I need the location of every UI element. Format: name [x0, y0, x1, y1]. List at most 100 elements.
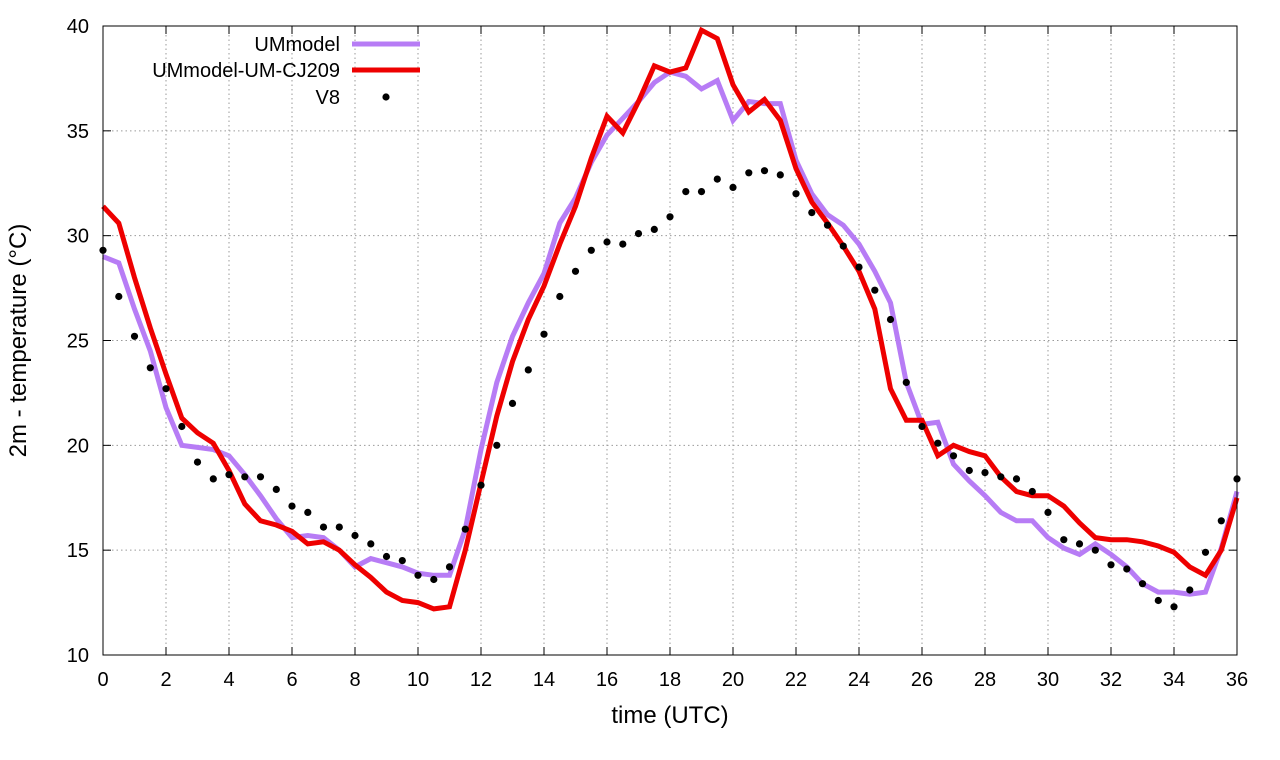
series-point-3 — [178, 422, 186, 431]
legend-label: V8 — [316, 87, 340, 109]
x-tick-label: 28 — [974, 669, 996, 691]
grid — [103, 26, 1237, 655]
series-point-3 — [288, 502, 296, 510]
y-tick-label: 35 — [67, 121, 89, 143]
series-point-3 — [445, 563, 454, 571]
series-point-3 — [729, 183, 737, 191]
ticks: 0 2 4 6 8 10 12 14 16 18 20 22 24 26 28 30 32 34 361015202… — [67, 16, 1248, 691]
series-point-3 — [823, 221, 832, 229]
x-tick-label: 4 — [223, 669, 234, 691]
series-point-3 — [965, 466, 973, 475]
x-axis-label: time (UTC) — [611, 702, 728, 729]
legend-label: UMmodel — [254, 34, 340, 56]
series-point-3 — [871, 286, 879, 294]
series-point-3 — [760, 167, 769, 175]
series-point-3 — [745, 169, 753, 177]
series-layer — [99, 26, 1241, 612]
series-point-3 — [304, 508, 312, 516]
series-point-3 — [524, 366, 532, 374]
series-point-3 — [382, 552, 391, 561]
y-tick-label: 15 — [67, 540, 89, 562]
x-tick-label: 8 — [349, 669, 360, 691]
series-point-3 — [461, 525, 469, 533]
series-point-3 — [1138, 580, 1147, 588]
series-point-3 — [902, 378, 910, 386]
series-point-3 — [540, 330, 548, 338]
series-point-3 — [1091, 546, 1099, 554]
series-point-3 — [508, 399, 517, 407]
x-tick-label: 10 — [407, 669, 429, 691]
series-point-3 — [855, 263, 863, 271]
y-tick-label: 20 — [67, 435, 89, 457]
series-line-2 — [101, 26, 1240, 612]
y-axis-label: 2m - temperature (°C) — [5, 224, 32, 458]
series-point-3 — [493, 441, 501, 449]
legend-label: UMmodel-UM-CJ209 — [152, 60, 340, 82]
y-tick-label: 40 — [67, 16, 89, 38]
series-point-3 — [1012, 475, 1021, 483]
series-point-3 — [682, 188, 690, 196]
series-point-3 — [335, 523, 343, 531]
x-tick-label: 30 — [1037, 669, 1059, 691]
y-tick-label: 10 — [67, 645, 89, 667]
legend-swatch-point — [382, 93, 390, 101]
series-point-3 — [272, 485, 280, 493]
series-point-3 — [209, 475, 217, 483]
x-tick-label: 18 — [659, 669, 681, 691]
series-point-3 — [241, 473, 249, 481]
series-point-3 — [792, 190, 800, 198]
y-tick-label: 25 — [67, 331, 89, 353]
series-point-3 — [1044, 508, 1052, 516]
series-point-3 — [398, 557, 406, 565]
series-point-3 — [571, 267, 580, 275]
series-point-3 — [430, 575, 438, 584]
series-point-3 — [193, 458, 202, 466]
x-tick-label: 16 — [596, 669, 618, 691]
x-tick-label: 2 — [160, 669, 171, 691]
series-point-3 — [886, 315, 895, 324]
series-point-3 — [1123, 565, 1131, 573]
series-point-3 — [225, 471, 233, 479]
series-point-3 — [367, 540, 375, 548]
series-point-3 — [351, 531, 359, 540]
series-point-3 — [1217, 517, 1225, 525]
x-tick-label: 20 — [722, 669, 744, 691]
series-point-3 — [1075, 540, 1084, 548]
series-point-3 — [634, 230, 643, 238]
series-point-3 — [808, 209, 816, 217]
series-point-3 — [1201, 548, 1210, 556]
series-point-3 — [650, 225, 658, 233]
series-point-3 — [1028, 487, 1036, 496]
series-point-3 — [918, 422, 926, 431]
series-point-3 — [619, 240, 627, 248]
series-point-3 — [697, 188, 706, 196]
series-point-3 — [256, 473, 265, 481]
series-point-3 — [319, 523, 328, 531]
series-point-3 — [115, 292, 123, 301]
series-point-3 — [1186, 586, 1194, 594]
series-point-3 — [1060, 536, 1068, 544]
series-point-3 — [666, 213, 674, 221]
series-point-3 — [1154, 596, 1162, 605]
x-tick-label: 22 — [785, 669, 807, 691]
x-tick-label: 6 — [286, 669, 297, 691]
legend: UMmodel UMmodel-UM-CJ209 V8 — [152, 34, 420, 109]
series-point-3 — [839, 242, 847, 250]
x-tick-label: 26 — [911, 669, 933, 691]
x-tick-label: 34 — [1163, 669, 1185, 691]
series-point-3 — [587, 246, 595, 254]
x-tick-label: 14 — [533, 669, 555, 691]
x-tick-label: 12 — [470, 669, 492, 691]
series-point-3 — [477, 481, 485, 489]
x-tick-label: 24 — [848, 669, 870, 691]
x-tick-label: 32 — [1100, 669, 1122, 691]
x-tick-label: 36 — [1226, 669, 1248, 691]
series-point-3 — [130, 332, 139, 340]
series-point-3 — [1170, 603, 1178, 611]
series-point-3 — [949, 452, 958, 460]
series-point-3 — [556, 292, 564, 301]
series-point-3 — [162, 385, 170, 393]
series-point-3 — [981, 469, 989, 477]
series-point-3 — [713, 175, 721, 183]
